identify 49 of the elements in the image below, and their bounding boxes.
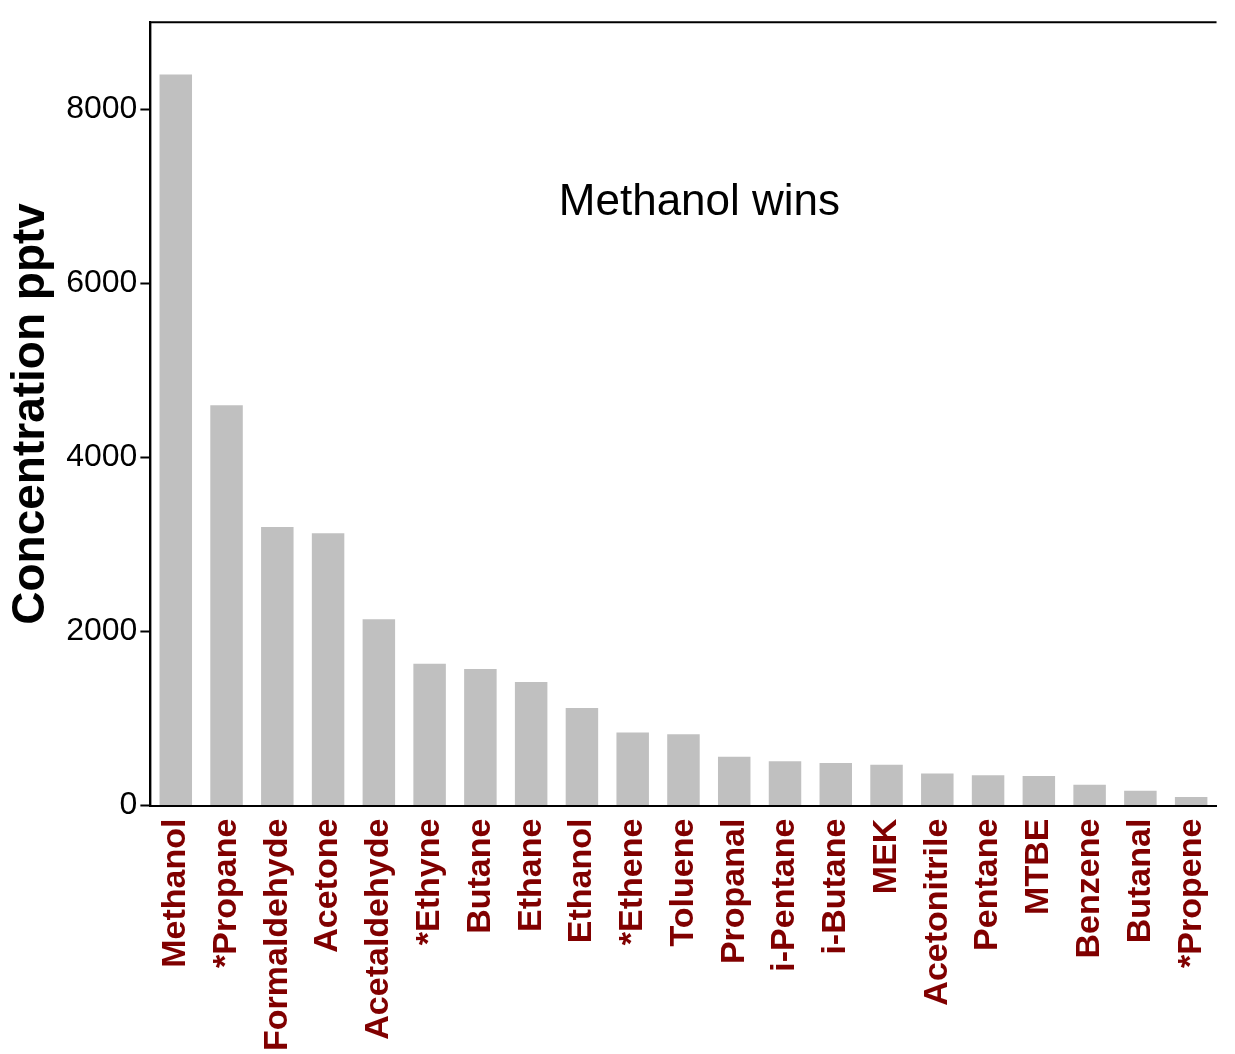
x-tick-label: Benzene <box>1067 818 1106 959</box>
x-tick-label: Propanal <box>712 818 751 965</box>
bar <box>1174 796 1208 806</box>
x-tick-label: i-Butane <box>814 818 853 955</box>
y-tick-label: 2000 <box>66 611 138 648</box>
bar <box>565 708 599 806</box>
bar <box>514 682 548 806</box>
x-tick-label: Acetone <box>306 818 345 953</box>
y-tick-label: 4000 <box>66 437 138 474</box>
y-axis-title: Concentration pptv <box>2 202 55 625</box>
x-tick-label: MEK <box>864 818 903 895</box>
x-tick-label: Pentane <box>966 818 1005 951</box>
bar <box>413 663 446 806</box>
x-tick-label: Toluene <box>661 818 700 947</box>
bar <box>717 756 751 806</box>
bar <box>971 775 1005 806</box>
bar <box>616 732 649 806</box>
x-tick-label: *Ethyne <box>407 818 446 946</box>
bar <box>464 668 497 806</box>
bar <box>870 764 903 806</box>
x-tick-label: Ethanol <box>560 818 599 944</box>
bar <box>261 527 294 806</box>
x-tick-label: Acetonitrile <box>915 818 954 1006</box>
x-tick-label: Ethane <box>509 818 548 932</box>
bar <box>1124 790 1157 806</box>
bar <box>921 773 954 806</box>
bar <box>667 734 700 806</box>
bar <box>819 762 853 806</box>
bar <box>768 761 802 806</box>
x-tick-label: MTBE <box>1017 818 1056 915</box>
y-tick-label: 0 <box>119 785 138 822</box>
x-tick-label: *Propene <box>1169 818 1208 968</box>
annotation: Methanol wins <box>558 174 841 224</box>
x-tick-label: Acetaldehyde <box>357 818 396 1040</box>
bar <box>210 405 243 806</box>
x-tick-label: Methanol <box>154 818 193 968</box>
y-tick-label: 6000 <box>66 263 138 300</box>
x-tick-label: Butanal <box>1118 818 1157 944</box>
x-tick-label: Formaldehyde <box>255 818 294 1051</box>
bar <box>362 619 396 806</box>
x-tick-label: *Propane <box>204 818 243 968</box>
bar <box>1073 784 1106 806</box>
x-tick-label: i-Pentane <box>763 818 802 972</box>
bar <box>311 533 345 806</box>
x-tick-label: Butane <box>458 818 497 934</box>
y-tick-label: 8000 <box>66 89 138 126</box>
x-tick-label: *Ethene <box>611 818 650 946</box>
bar <box>1022 776 1056 806</box>
bar <box>159 74 193 806</box>
